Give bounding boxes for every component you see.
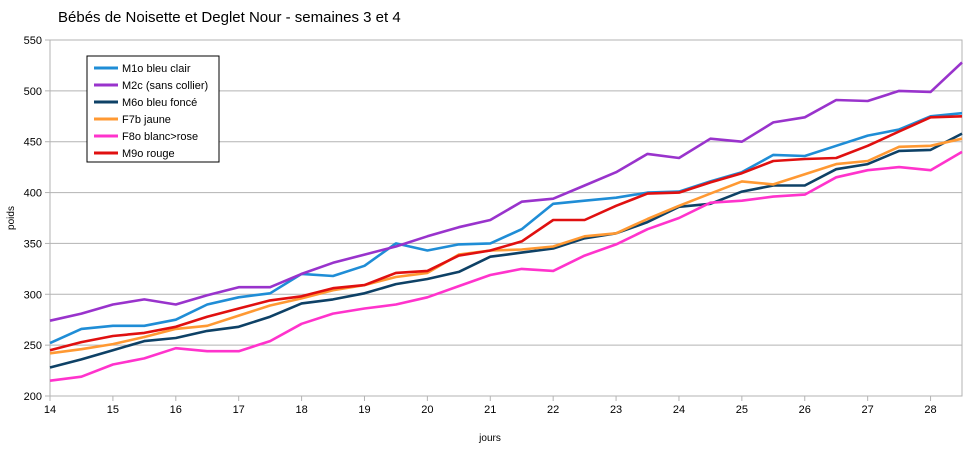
series-line-1 xyxy=(49,111,963,345)
y-tick-label: 450 xyxy=(24,137,42,149)
legend: M1o bleu clair M2c (sans collier) M6o bleu… xyxy=(86,55,220,163)
x-tick-label: 25 xyxy=(736,404,748,416)
x-tick-label: 27 xyxy=(862,404,874,416)
y-tick-labels: 200 250 300 350 400 450 500 550 xyxy=(24,35,50,403)
x-tick-label: 19 xyxy=(358,404,370,416)
x-tick-label: 24 xyxy=(673,404,685,416)
y-tick-label: 200 xyxy=(24,391,42,403)
series-lines xyxy=(49,61,963,382)
series-line-5 xyxy=(49,150,963,382)
legend-label-6: M9o rouge xyxy=(122,148,175,160)
x-tick-label: 23 xyxy=(610,404,622,416)
series-line-3 xyxy=(49,132,963,369)
x-tick-label: 16 xyxy=(170,404,182,416)
x-tick-label: 14 xyxy=(44,404,56,416)
x-tick-label: 28 xyxy=(924,404,936,416)
chart-title: Bébés de Noisette et Deglet Nour - semai… xyxy=(58,9,401,26)
legend-box xyxy=(86,55,220,163)
x-axis-label: jours xyxy=(478,433,501,444)
series-line-4 xyxy=(49,137,963,355)
y-tick-label: 300 xyxy=(24,289,42,301)
legend-label-1: M1o bleu clair xyxy=(122,63,191,75)
y-tick-label: 400 xyxy=(24,188,42,200)
x-tick-label: 21 xyxy=(484,404,496,416)
legend-label-5: F8o blanc>rose xyxy=(122,131,198,143)
legend-label-4: F7b jaune xyxy=(122,114,171,126)
y-tick-label: 250 xyxy=(24,340,42,352)
x-tick-label: 26 xyxy=(799,404,811,416)
x-tick-label: 20 xyxy=(421,404,433,416)
x-tick-labels: 14 15 16 17 18 19 20 21 22 23 24 25 26 27 28 xyxy=(44,396,937,416)
x-tick-label: 17 xyxy=(233,404,245,416)
x-tick-label: 15 xyxy=(107,404,119,416)
y-tick-label: 500 xyxy=(24,86,42,98)
series-line-6 xyxy=(49,115,963,352)
legend-label-2: M2c (sans collier) xyxy=(122,80,208,92)
plot-border xyxy=(49,39,963,397)
y-tick-label: 550 xyxy=(24,35,42,47)
x-tick-label: 18 xyxy=(295,404,307,416)
y-tick-label: 350 xyxy=(24,238,42,250)
legend-label-3: M6o bleu foncé xyxy=(122,97,197,109)
series-line-2 xyxy=(49,61,963,322)
x-tick-label: 22 xyxy=(547,404,559,416)
y-axis-label: poids xyxy=(6,206,17,230)
